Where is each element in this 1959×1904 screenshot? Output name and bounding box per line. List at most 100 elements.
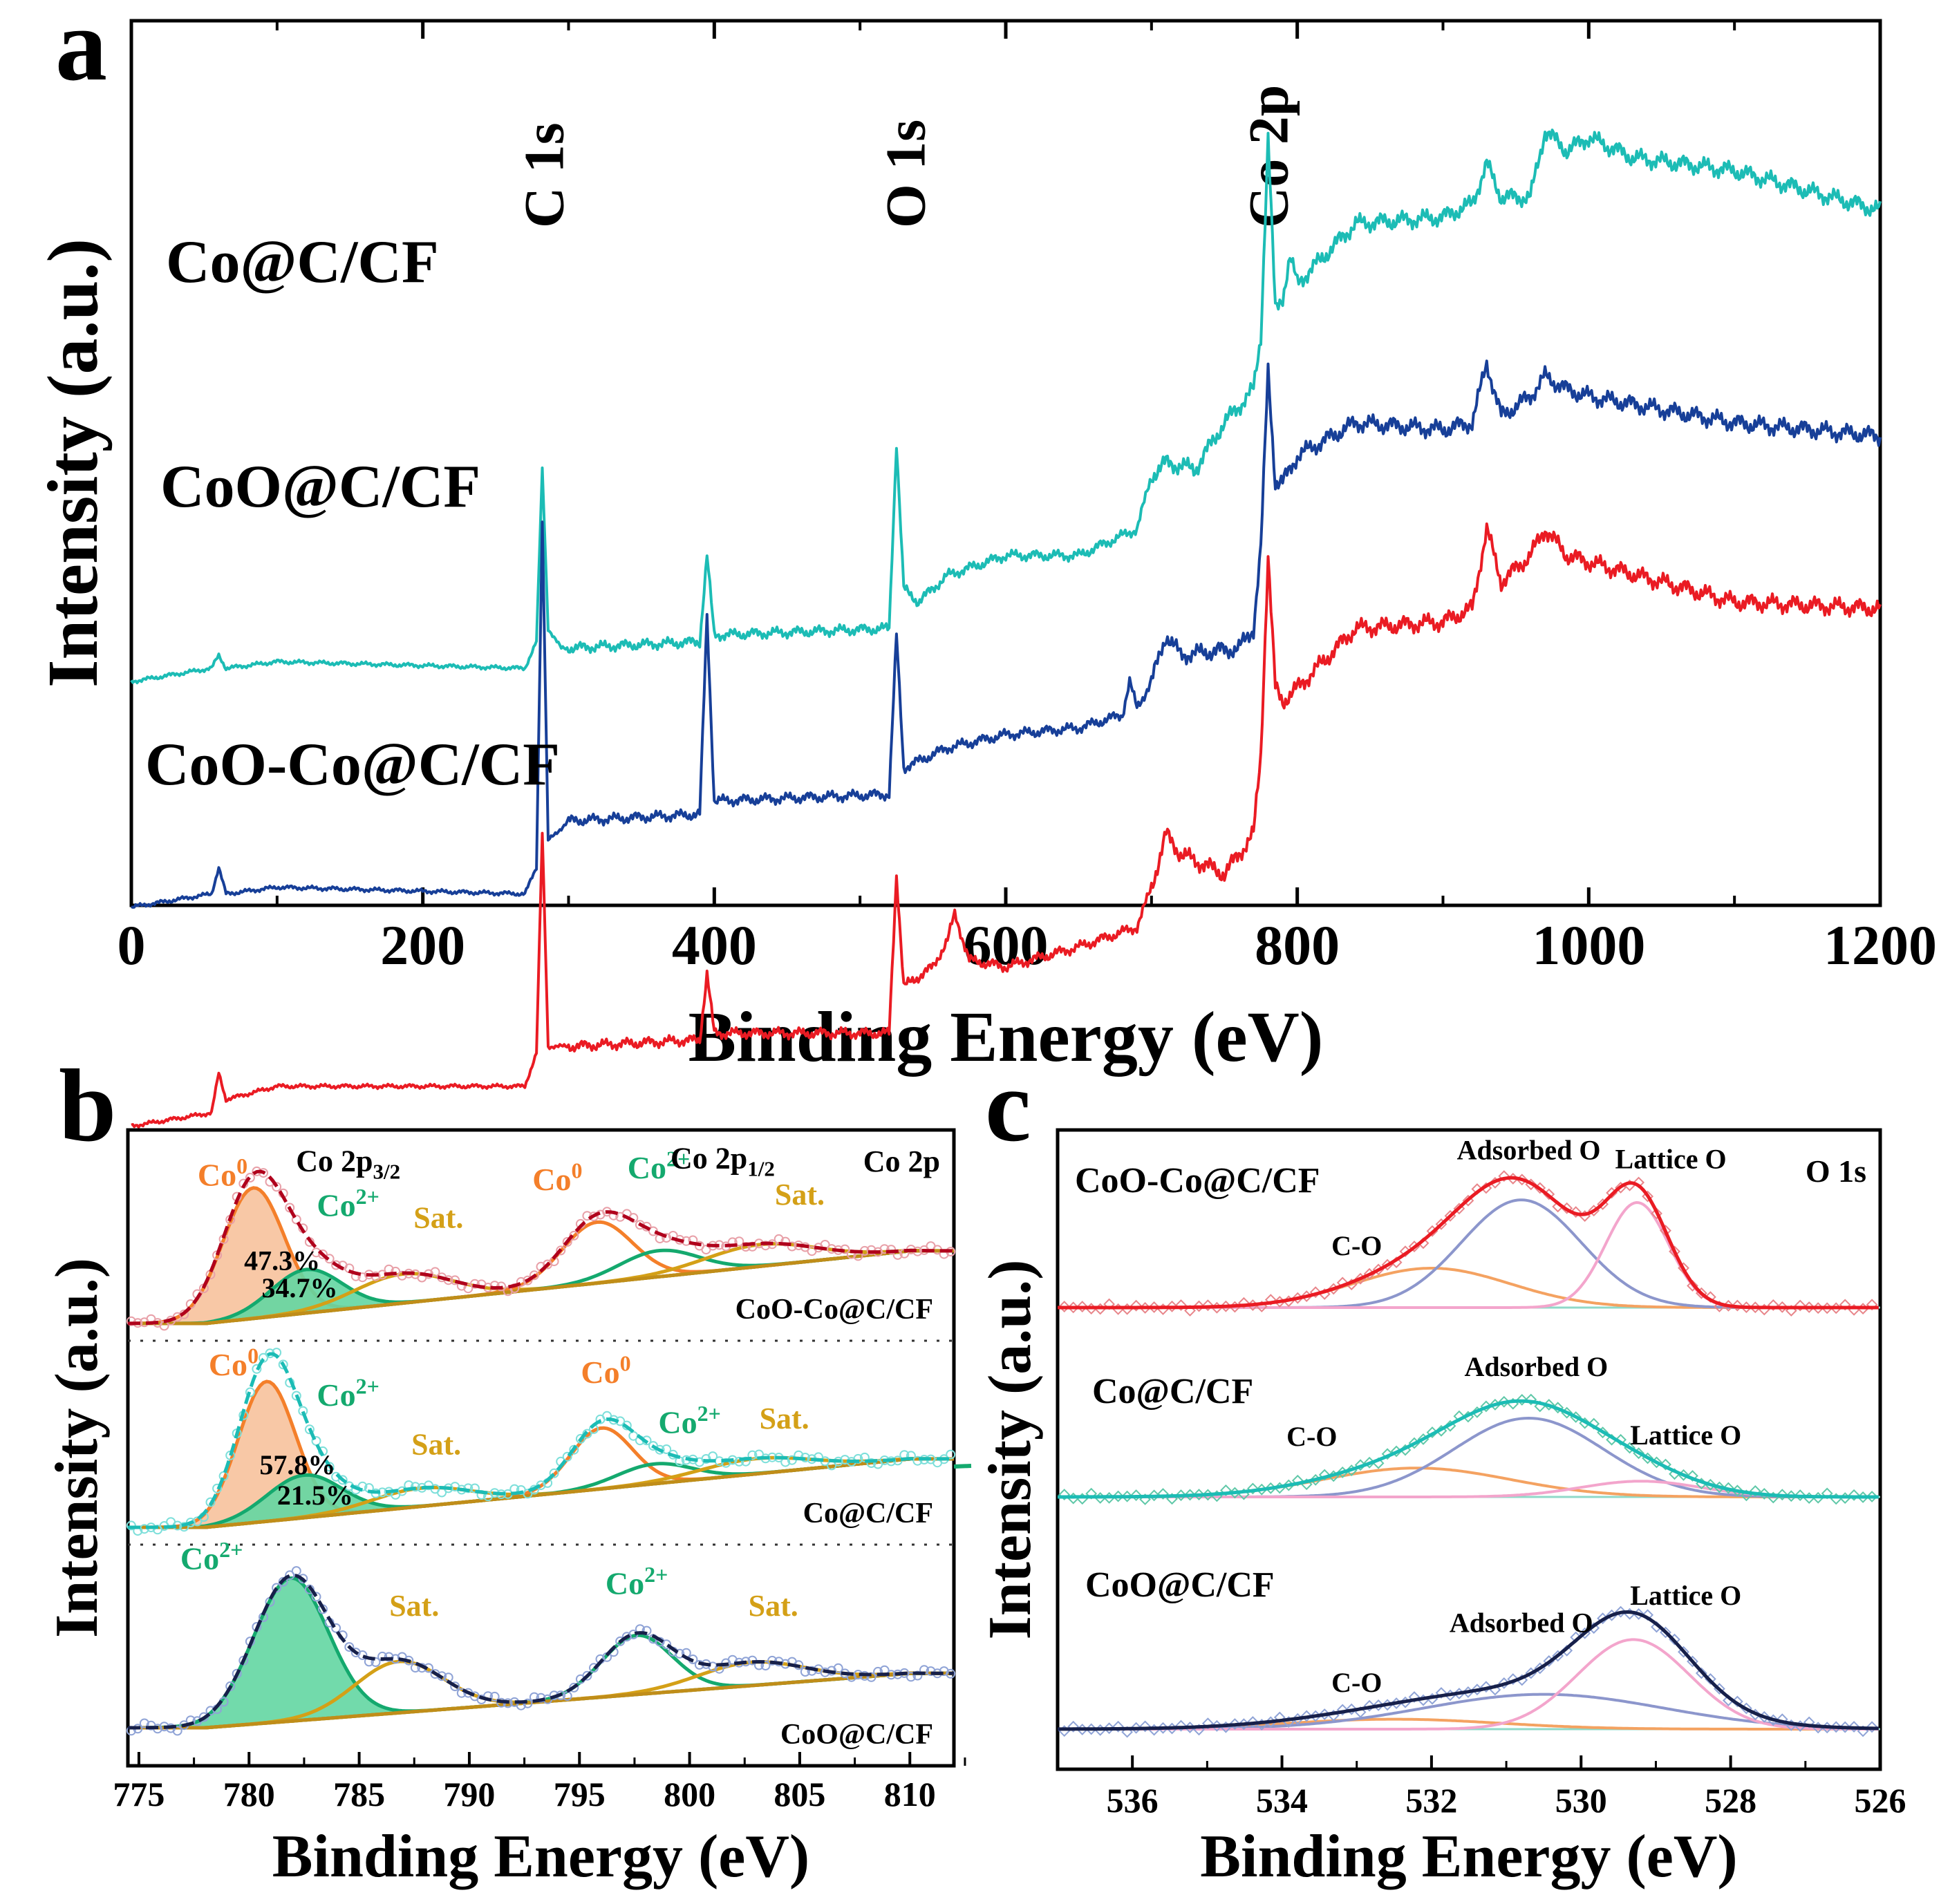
data-point — [523, 1275, 533, 1285]
sample-label: CoO@C/CF — [780, 1719, 933, 1751]
peak-label: Lattice O — [1615, 1144, 1727, 1175]
data-point — [245, 1173, 255, 1182]
series-label: CoO@C/CF — [160, 453, 480, 520]
data-point — [291, 1566, 301, 1576]
component-line-adsorbed — [1058, 1198, 1879, 1309]
envelope-line — [127, 1169, 954, 1326]
data-point — [1381, 1259, 1394, 1271]
data-point — [172, 1726, 182, 1736]
data-point — [1327, 1470, 1340, 1482]
area-percentage: 21.5% — [277, 1480, 353, 1511]
x-tick-label: 800 — [664, 1775, 715, 1813]
data-point — [662, 1233, 672, 1243]
area-percentage: 47.3% — [244, 1245, 320, 1276]
peak-label: C-O — [1286, 1421, 1337, 1452]
data-point — [734, 1456, 744, 1467]
data-point — [331, 1260, 341, 1270]
component-line-adsorbed — [1058, 1416, 1879, 1498]
data-point — [569, 1682, 579, 1693]
data-point — [1282, 1295, 1295, 1308]
component-line-co — [1058, 1267, 1879, 1309]
x-tick-label: 775 — [113, 1775, 165, 1813]
data-point — [252, 1364, 262, 1374]
x-tick-label: 1000 — [1532, 914, 1645, 977]
data-point — [1561, 1202, 1573, 1214]
peak-label-co2: Co2+ — [606, 1562, 668, 1601]
sample-label: Co@C/CF — [1092, 1372, 1253, 1411]
data-point — [1588, 1205, 1600, 1217]
component-fill — [128, 1381, 954, 1527]
data-point — [126, 1316, 136, 1326]
peak-label: C-O — [1331, 1667, 1382, 1698]
data-point — [1444, 1420, 1456, 1432]
component-line-lattice — [1058, 1638, 1879, 1731]
data-point — [906, 1672, 916, 1682]
data-point — [575, 1433, 585, 1444]
y-axis-label: Intensity (a.u.) — [44, 1258, 111, 1638]
data-point — [139, 1718, 149, 1728]
y-axis-label: Intensity (a.u.) — [977, 1259, 1044, 1639]
data-point — [371, 1657, 381, 1667]
panel-title: O 1s — [1806, 1153, 1866, 1189]
envelope-line — [1058, 1399, 1879, 1499]
background-line — [128, 1249, 954, 1326]
data-point — [1462, 1194, 1474, 1207]
peak-label-co0: Co0 — [532, 1158, 582, 1196]
peak-label: O 1s — [874, 120, 937, 228]
data-point — [430, 1669, 440, 1679]
x-tick-label: 528 — [1705, 1781, 1756, 1820]
panel-letter-c: c — [985, 1048, 1031, 1163]
series-line-0 — [130, 129, 1882, 685]
data-point — [1722, 1482, 1734, 1494]
component-line-lattice — [1058, 1200, 1879, 1309]
data-point — [747, 1450, 758, 1460]
data-point — [410, 1663, 420, 1673]
data-point — [285, 1570, 295, 1581]
x-tick-label: 780 — [223, 1775, 275, 1813]
x-tick-label: 536 — [1107, 1781, 1159, 1820]
data-point — [278, 1576, 288, 1587]
peak-label: Lattice O — [1630, 1580, 1741, 1611]
data-point — [1624, 1442, 1636, 1454]
data-point — [787, 1241, 797, 1252]
data-point — [489, 1281, 500, 1291]
data-point — [450, 1681, 460, 1692]
sample-label: CoO@C/CF — [1085, 1565, 1275, 1605]
peak-label: Adsorbed O — [1464, 1351, 1608, 1382]
data-point — [318, 1249, 328, 1259]
data-point — [760, 1661, 771, 1671]
data-point — [562, 1237, 572, 1247]
envelope-line — [1058, 1176, 1879, 1310]
data-point — [780, 1236, 791, 1247]
data-point — [344, 1642, 355, 1652]
data-point — [1552, 1650, 1564, 1662]
data-point — [1471, 1406, 1483, 1418]
data-point — [787, 1455, 797, 1465]
data-point — [304, 1584, 315, 1594]
data-point — [1704, 1672, 1716, 1685]
data-point — [760, 1241, 771, 1251]
x-axis-label: Binding Energy (eV) — [1200, 1823, 1737, 1890]
peak-label-co2: Co2+ — [317, 1184, 379, 1223]
data-point — [569, 1230, 579, 1241]
data-point — [357, 1481, 368, 1491]
x-tick-label: 805 — [774, 1775, 825, 1813]
data-point — [562, 1451, 572, 1462]
data-point — [1552, 1402, 1564, 1414]
data-point — [1615, 1181, 1627, 1194]
data-point — [1399, 1444, 1412, 1456]
sample-label: CoO-Co@C/CF — [1075, 1161, 1320, 1200]
data-point — [291, 1391, 301, 1401]
peak-label-sat: Sat. — [411, 1427, 461, 1461]
data-point — [212, 1483, 223, 1493]
data-point — [357, 1650, 368, 1660]
data-point — [662, 1639, 672, 1650]
plot-frame — [1056, 1128, 1882, 1771]
data-point — [304, 1424, 315, 1435]
component-fill — [128, 1578, 954, 1728]
data-point — [450, 1275, 460, 1285]
data-point — [1669, 1633, 1680, 1646]
peak-label-sat: Sat. — [775, 1178, 825, 1212]
x-tick-label: 400 — [672, 914, 757, 977]
